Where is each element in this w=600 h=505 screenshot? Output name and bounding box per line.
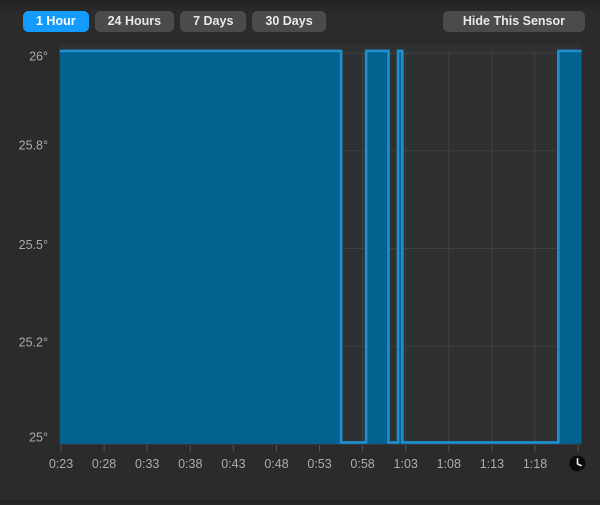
hide-sensor-button[interactable]: Hide This Sensor <box>442 11 585 32</box>
x-axis-label: 0:28 <box>92 457 116 471</box>
time-range-1-hour-button[interactable]: 1 Hour <box>23 11 89 32</box>
x-axis-label: 0:43 <box>221 457 245 471</box>
x-axis-label: 1:13 <box>480 457 504 471</box>
y-axis-label: 26° <box>29 49 48 63</box>
x-axis-label: 1:08 <box>437 457 461 471</box>
toolbar: 1 Hour 24 Hours 7 Days 30 Days Hide This… <box>0 0 600 44</box>
y-axis-labels: 26° 25.8° 25.5° 25.2° 25° <box>19 49 48 444</box>
x-axis-label: 0:23 <box>49 457 73 471</box>
y-axis-label: 25.5° <box>19 238 48 252</box>
x-axis-label: 0:33 <box>135 457 159 471</box>
clock-icon[interactable] <box>569 455 586 472</box>
x-axis-ticks <box>60 445 579 452</box>
time-range-30-days-button[interactable]: 30 Days <box>252 11 326 32</box>
clock-icon-glyph <box>569 455 586 472</box>
time-range-segments: 1 Hour 24 Hours 7 Days 30 Days <box>23 11 326 32</box>
temperature-line <box>59 49 582 444</box>
x-axis-label: 0:48 <box>264 457 288 471</box>
x-axis-label: 0:58 <box>350 457 374 471</box>
x-axis-label: 0:53 <box>307 457 331 471</box>
time-range-7-days-button[interactable]: 7 Days <box>180 11 247 32</box>
y-axis-label: 25° <box>29 430 48 444</box>
x-axis-label: 0:38 <box>178 457 202 471</box>
x-axis-label: 1:03 <box>394 457 418 471</box>
x-axis-label: 1:18 <box>523 457 547 471</box>
temperature-area-fill <box>59 50 582 445</box>
x-axis-labels: 0:23 0:28 0:33 0:38 0:43 0:48 0:53 0:58 1:03 1:08… <box>49 457 547 471</box>
y-axis-label: 25.2° <box>19 336 48 350</box>
time-range-24-hours-button[interactable]: 24 Hours <box>94 11 175 32</box>
y-axis-label: 25.8° <box>19 139 48 153</box>
